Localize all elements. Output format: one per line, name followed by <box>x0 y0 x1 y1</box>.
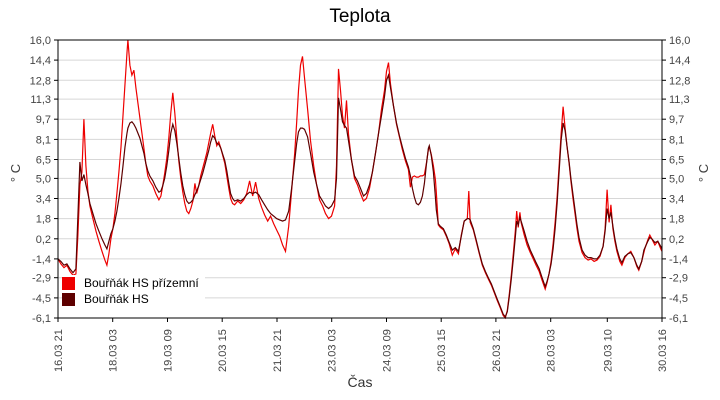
legend-label-hs: Bouřňák HS <box>84 292 149 306</box>
x-tick-label: 16.03 21 <box>53 329 65 372</box>
y-tick-label-right: 5,0 <box>669 173 684 185</box>
y-tick-label-left: -1,4 <box>32 254 51 266</box>
legend-item-hs: Bouřňák HS <box>62 291 205 307</box>
y-tick-label-right: -4,5 <box>669 293 688 305</box>
x-tick-label: 18.03 03 <box>108 329 120 372</box>
plot-frame <box>57 39 663 319</box>
y-tick-label-left: 16,0 <box>30 35 51 47</box>
y-tick-label-left: 11,3 <box>30 94 51 106</box>
y-tick-label-right: 6,5 <box>669 155 684 167</box>
y-tick-label-right: 8,1 <box>669 134 684 146</box>
legend: Bouřňák HS přízemní Bouřňák HS <box>62 275 205 307</box>
x-tick-label: 21.03 21 <box>272 329 284 372</box>
y-tick-label-right: 11,3 <box>669 94 690 106</box>
y-tick-label-right: -6,1 <box>669 313 688 325</box>
y-tick-label-right: 9,7 <box>669 114 684 126</box>
y-axis-label-left: ° C <box>8 163 23 183</box>
y-tick-label-left: 5,0 <box>36 173 51 185</box>
x-tick-label: 26.03 21 <box>491 329 503 372</box>
y-tick-label-left: -4,5 <box>32 293 51 305</box>
y-tick-label-left: 6,5 <box>36 155 51 167</box>
x-tick-label: 28.03 03 <box>546 329 558 372</box>
y-tick-label-left: 0,2 <box>36 234 51 246</box>
y-tick-label-left: 9,7 <box>36 114 51 126</box>
legend-label-prizemni: Bouřňák HS přízemní <box>84 276 199 290</box>
legend-swatch-prizemni <box>62 276 75 290</box>
x-tick-label: 29.03 10 <box>602 329 614 372</box>
x-tick-label: 25.03 15 <box>436 329 448 372</box>
x-tick-label: 23.03 03 <box>327 329 339 372</box>
x-tick-label: 19.03 09 <box>163 329 175 372</box>
y-tick-label-right: 12,8 <box>669 75 690 87</box>
y-tick-label-left: -2,9 <box>32 273 51 285</box>
x-axis-label: Čas <box>347 374 373 390</box>
legend-swatch-hs <box>62 292 75 306</box>
y-tick-label-right: -2,9 <box>669 273 688 285</box>
y-tick-label-right: 0,2 <box>669 234 684 246</box>
chart-title: Teplota <box>329 6 391 27</box>
y-tick-label-left: 12,8 <box>30 75 51 87</box>
x-tick-label: 30.03 16 <box>657 329 669 372</box>
y-tick-label-right: 3,4 <box>669 194 684 206</box>
y-tick-label-left: 1,8 <box>36 214 51 226</box>
legend-item-prizemni: Bouřňák HS přízemní <box>62 275 205 291</box>
y-tick-label-right: -1,4 <box>669 254 688 266</box>
series-line-1 <box>57 72 663 318</box>
y-axis-label-right: ° C <box>696 163 711 183</box>
y-tick-label-right: 16,0 <box>669 35 690 47</box>
y-tick-label-left: 3,4 <box>36 194 51 206</box>
y-tick-label-left: 14,4 <box>30 55 51 67</box>
x-tick-label: 20.03 15 <box>217 329 229 372</box>
x-tick-label: 24.03 09 <box>382 329 394 372</box>
y-tick-label-right: 14,4 <box>669 55 690 67</box>
y-tick-label-right: 1,8 <box>669 214 684 226</box>
y-tick-label-left: 8,1 <box>36 134 51 146</box>
y-tick-label-left: -6,1 <box>32 313 51 325</box>
